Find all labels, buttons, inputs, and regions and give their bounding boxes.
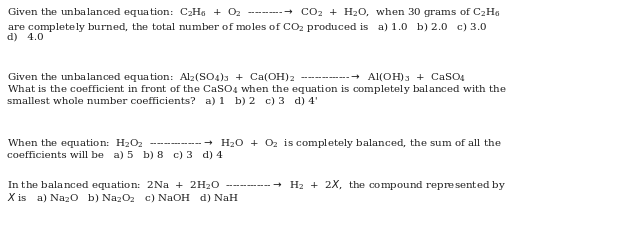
Text: $\mathit{X}$ is   a) $\mathdefault{Na_2O}$   b) $\mathdefault{Na_2O_2}$   c) NaO: $\mathit{X}$ is a) $\mathdefault{Na_2O}$…	[7, 191, 239, 205]
Text: coefficients will be   a) 5   b) 8   c) 3   d) 4: coefficients will be a) 5 b) 8 c) 3 d) 4	[7, 151, 223, 160]
Text: d)   4.0: d) 4.0	[7, 33, 44, 42]
Text: In the balanced equation:  2Na  +  $\mathdefault{2H_2O}$  -------------$\rightar: In the balanced equation: 2Na + $\mathde…	[7, 178, 506, 192]
Text: smallest whole number coefficients?   a) 1   b) 2   c) 3   d) 4': smallest whole number coefficients? a) 1…	[7, 97, 318, 106]
Text: When the equation:  $\mathdefault{H_2O_2}$  ---------------$\rightarrow$  $\math: When the equation: $\mathdefault{H_2O_2}…	[7, 137, 501, 150]
Text: Given the unbalanced equation:  $\mathdefault{C_2H_6}$  +  $\mathdefault{O_2}$  : Given the unbalanced equation: $\mathdef…	[7, 6, 500, 19]
Text: What is the coefficient in front of the $\mathdefault{CaSO_4}$ when the equation: What is the coefficient in front of the …	[7, 83, 506, 97]
Text: Given the unbalanced equation:  $\mathdefault{Al_2(SO_4)_3}$  +  $\mathdefault{C: Given the unbalanced equation: $\mathdef…	[7, 70, 466, 84]
Text: are completely burned, the total number of moles of $\mathdefault{CO_2}$ produce: are completely burned, the total number …	[7, 20, 487, 34]
